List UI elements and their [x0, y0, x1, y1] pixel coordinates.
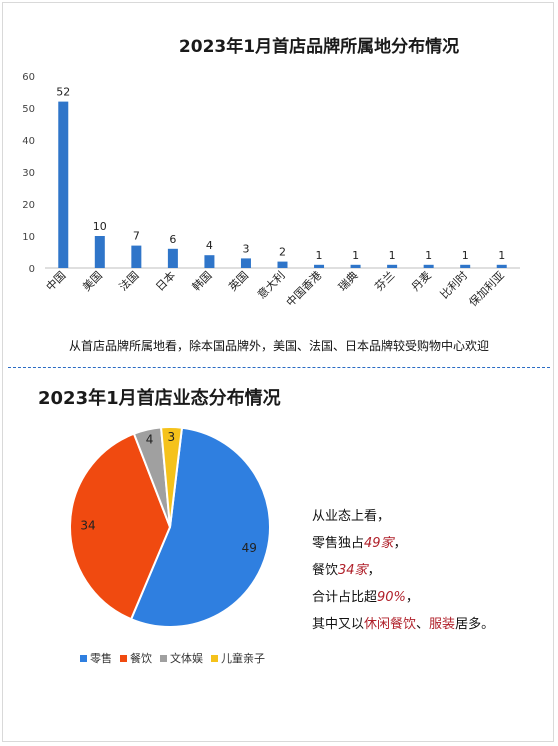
bar [204, 255, 215, 268]
pie-chart-note: 从业态上看， 零售独占49家， 餐饮34家， 合计占比超90%， 其中又以休闲餐… [312, 503, 494, 638]
bar [350, 264, 361, 268]
legend-label: 文体娱 [170, 652, 203, 665]
legend-swatch [80, 654, 87, 662]
note-text: 餐饮 [312, 563, 339, 578]
data-label: 4 [206, 239, 213, 252]
y-tick-label: 30 [22, 168, 35, 179]
note-highlight: 90% [377, 590, 406, 605]
data-label: 52 [56, 86, 70, 99]
x-tick-label: 韩国 [189, 268, 214, 293]
note-text: ， [393, 536, 407, 551]
legend-label: 儿童亲子 [221, 652, 265, 665]
note-text: 零售独占 [312, 536, 365, 551]
note-text: 、 [416, 617, 430, 632]
bar [387, 264, 398, 268]
bar [496, 264, 507, 268]
bar [167, 248, 178, 268]
legend-item: 文体娱 [160, 650, 203, 666]
legend-item: 零售 [80, 650, 112, 666]
bar-chart-note: 从首店品牌所属地看，除本国品牌外，美国、法国、日本品牌较受购物中心欢迎 [68, 339, 489, 353]
bar [94, 236, 105, 268]
x-tick-label: 中国香港 [284, 269, 324, 309]
bar [131, 245, 142, 268]
y-tick-label: 0 [29, 264, 35, 275]
y-tick-label: 20 [22, 200, 35, 211]
note-highlight: 49家 [364, 536, 394, 551]
x-tick-label: 日本 [153, 268, 178, 293]
note-line-3: 餐饮34家， [312, 557, 494, 584]
note-line-5: 其中又以休闲餐饮、服装居多。 [312, 611, 494, 638]
bar [314, 264, 325, 268]
legend-label: 零售 [90, 652, 112, 665]
x-tick-label: 保加利亚 [466, 268, 507, 309]
x-tick-label: 法国 [116, 268, 141, 293]
data-label: 1 [316, 249, 323, 262]
note-text: 居多。 [455, 617, 495, 632]
data-label: 1 [462, 249, 469, 262]
section-divider [8, 367, 550, 368]
x-tick-label: 瑞典 [335, 268, 360, 293]
data-label: 1 [352, 249, 359, 262]
pie-legend: 零售 餐饮 文体娱 儿童亲子 [80, 650, 265, 666]
x-tick-label: 英国 [226, 268, 251, 293]
y-tick-label: 10 [22, 232, 35, 243]
bar [240, 258, 251, 268]
data-label: 7 [133, 230, 140, 243]
legend-swatch [120, 654, 127, 662]
note-text: ， [405, 590, 419, 605]
data-label: 1 [498, 249, 505, 262]
y-tick-label: 60 [22, 72, 35, 83]
note-highlight: 34家 [338, 563, 368, 578]
data-label: 1 [425, 249, 432, 262]
bar [423, 264, 434, 268]
x-tick-label: 丹麦 [409, 269, 434, 294]
note-line-2: 零售独占49家， [312, 530, 494, 557]
x-tick-label: 意大利 [254, 268, 287, 301]
y-tick-label: 40 [22, 136, 35, 147]
pie-chart-title: 2023年1月首店业态分布情况 [38, 388, 281, 409]
note-line-4: 合计占比超90%， [312, 584, 494, 611]
note-text: 其中又以 [312, 617, 365, 632]
legend-label: 餐饮 [130, 652, 152, 665]
data-label: 1 [389, 249, 396, 262]
x-tick-label: 中国 [44, 269, 69, 294]
legend-swatch [160, 654, 167, 662]
x-tick-label: 比利时 [438, 269, 471, 302]
bar [277, 261, 288, 268]
legend-item: 儿童亲子 [211, 650, 265, 666]
note-text: 合计占比超 [312, 590, 378, 605]
bar [58, 101, 69, 268]
x-tick-label: 美国 [80, 269, 105, 294]
data-label: 3 [242, 242, 249, 255]
bar-chart-title: 2023年1月首店品牌所属地分布情况 [178, 37, 460, 57]
x-tick-label: 芬兰 [372, 269, 397, 294]
y-tick-label: 50 [22, 104, 35, 115]
note-line-1: 从业态上看， [312, 509, 391, 524]
note-highlight: 休闲餐饮 [364, 617, 417, 632]
note-text: ， [367, 563, 381, 578]
note-highlight: 服装 [429, 617, 456, 632]
legend-swatch [211, 654, 218, 662]
bar-chart: 0 10 20 30 40 50 60 52 中国 10 美国 7 法国 6 日本 4 韩国 3 英国 2 意大利 1 中国… [22, 72, 520, 309]
bar [460, 264, 471, 268]
data-label: 10 [93, 220, 107, 233]
data-label: 2 [279, 246, 286, 259]
legend-item: 餐饮 [120, 650, 152, 666]
data-label: 6 [169, 233, 176, 246]
